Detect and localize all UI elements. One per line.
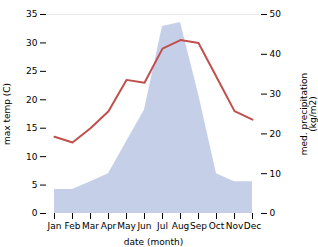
svg-text:Feb: Feb — [65, 221, 81, 231]
svg-text:10: 10 — [270, 169, 282, 179]
svg-text:5: 5 — [32, 180, 38, 190]
svg-text:Oct: Oct — [209, 221, 225, 231]
svg-text:Nov: Nov — [226, 221, 244, 231]
svg-text:30: 30 — [270, 89, 282, 99]
svg-text:10: 10 — [26, 152, 38, 162]
svg-text:35: 35 — [26, 9, 37, 19]
svg-text:0: 0 — [32, 208, 38, 218]
svg-text:50: 50 — [270, 9, 282, 19]
svg-text:date (month): date (month) — [124, 237, 183, 247]
svg-text:Jan: Jan — [47, 221, 62, 231]
svg-text:15: 15 — [26, 123, 37, 133]
svg-text:30: 30 — [26, 38, 38, 48]
svg-text:May: May — [117, 221, 136, 231]
svg-text:0: 0 — [270, 208, 276, 218]
svg-text:Mar: Mar — [82, 221, 99, 231]
svg-text:40: 40 — [270, 49, 282, 59]
svg-text:Jul: Jul — [156, 221, 168, 231]
svg-text:med. precipitation(kg/m2): med. precipitation(kg/m2) — [299, 73, 318, 155]
svg-text:25: 25 — [26, 66, 37, 76]
svg-text:Aug: Aug — [172, 221, 190, 231]
svg-text:max temp (C): max temp (C) — [2, 83, 12, 145]
svg-text:Sep: Sep — [190, 221, 207, 231]
svg-text:20: 20 — [270, 129, 282, 139]
svg-text:20: 20 — [26, 95, 38, 105]
svg-text:Apr: Apr — [101, 221, 117, 231]
svg-text:Jun: Jun — [136, 221, 151, 231]
svg-text:Dec: Dec — [244, 221, 261, 231]
